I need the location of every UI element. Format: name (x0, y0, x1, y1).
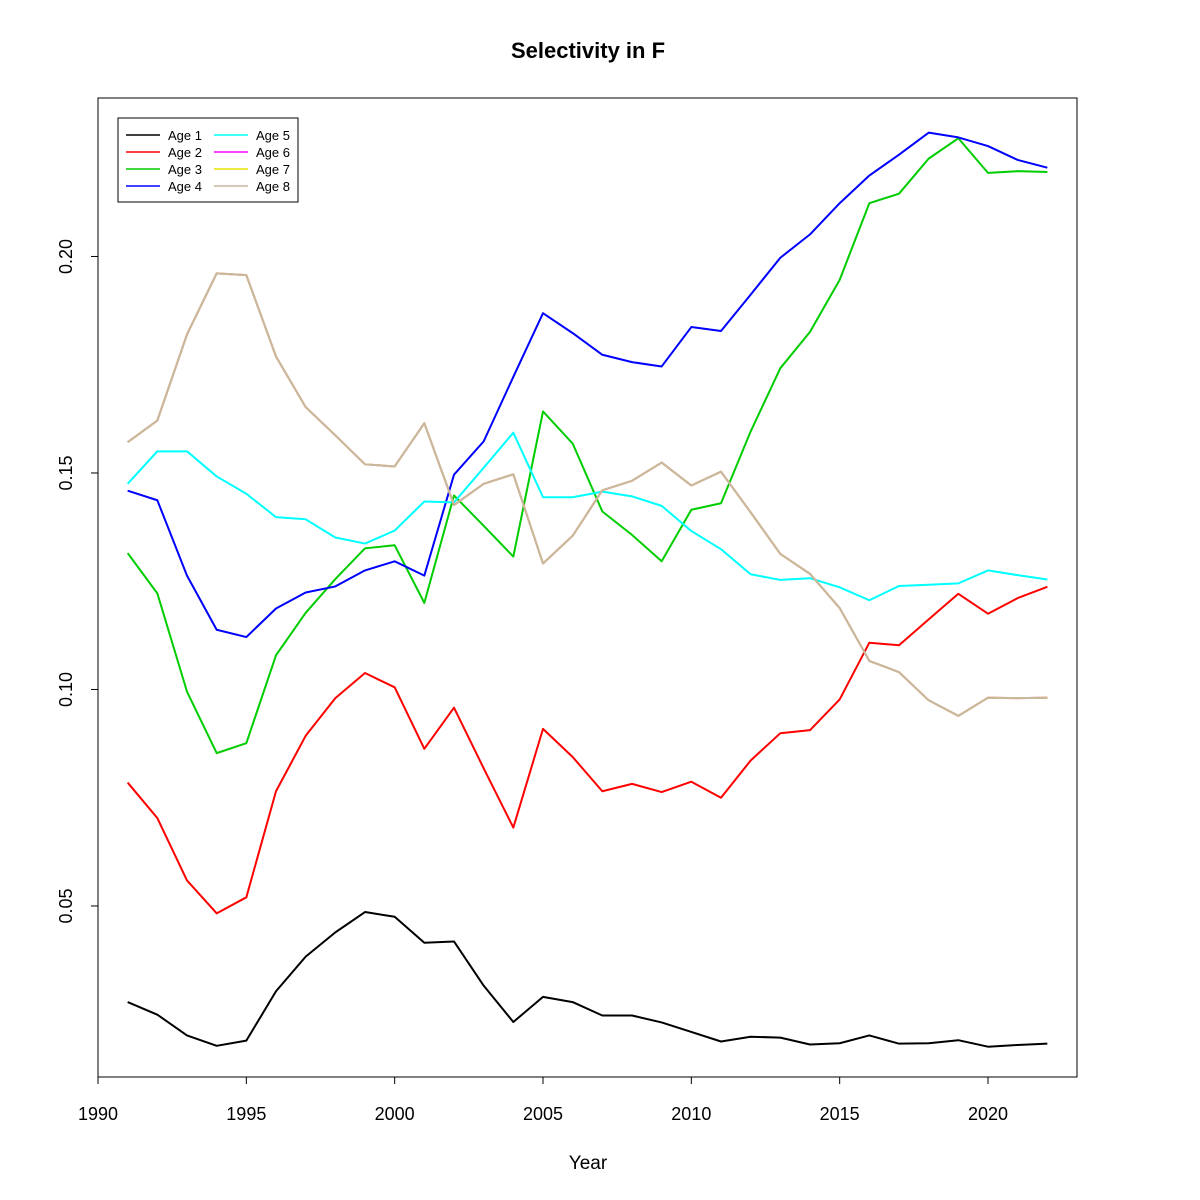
series-line-age-1 (127, 911, 1048, 1048)
legend-label: Age 8 (256, 179, 290, 194)
x-tick-label: 2020 (968, 1104, 1008, 1124)
series-layer (126, 131, 1048, 1048)
y-axis: 0.05 0.10 0.15 0.20 (56, 239, 99, 923)
legend-label: Age 4 (168, 179, 202, 194)
y-tick-label: 0.15 (56, 455, 76, 490)
x-tick-label: 2005 (523, 1104, 563, 1124)
y-tick-label: 0.05 (56, 888, 76, 923)
legend-label: Age 5 (256, 128, 290, 143)
y-tick-label: 0.10 (56, 672, 76, 707)
legend-label: Age 6 (256, 145, 290, 160)
x-tick-label: 1995 (226, 1104, 266, 1124)
legend-label: Age 1 (168, 128, 202, 143)
plot-frame (97, 97, 1078, 1078)
legend: Age 1 Age 2 Age 3 Age 4 Age 5 Age 6 Age 7 Age 8 (117, 117, 299, 203)
x-tick-label: 2010 (671, 1104, 711, 1124)
x-axis-label: Year (569, 1153, 608, 1174)
chart-title: Selectivity in F (511, 38, 665, 63)
x-tick-label: 1990 (78, 1104, 118, 1124)
series-line-age-2 (126, 585, 1048, 915)
series-line-age-4 (127, 131, 1048, 639)
legend-label: Age 2 (168, 145, 202, 160)
legend-box (117, 117, 299, 203)
x-axis: 1990 1995 2000 2005 2010 2015 2020 (78, 1076, 1008, 1124)
legend-label: Age 3 (168, 162, 202, 177)
y-tick-label: 0.20 (56, 239, 76, 274)
series-line-age-3 (126, 137, 1048, 755)
x-tick-label: 2015 (820, 1104, 860, 1124)
series-line-age-5 (126, 431, 1048, 602)
legend-label: Age 7 (256, 162, 290, 177)
series-line-age-8 (127, 272, 1048, 717)
x-tick-label: 2000 (375, 1104, 415, 1124)
